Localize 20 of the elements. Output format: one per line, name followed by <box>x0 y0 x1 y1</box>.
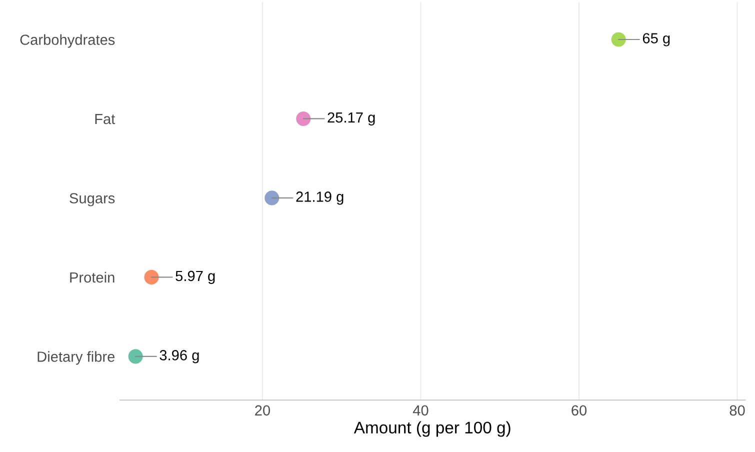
y-tick-label: Sugars <box>70 193 115 206</box>
point <box>144 270 159 284</box>
data-label: 25.17 g <box>328 112 375 126</box>
point <box>264 190 280 206</box>
x-tick-label: 60 <box>572 405 587 416</box>
y-tick-label: Carbohydrates <box>20 34 115 48</box>
y-tick-label: Dietary fibre <box>38 351 115 365</box>
data-label: 3.96 g <box>160 350 199 364</box>
y-tick-label: Protein <box>70 272 114 283</box>
x-tick-label: 20 <box>255 405 270 416</box>
data-label: 5.97 g <box>176 270 215 284</box>
point <box>296 111 311 126</box>
point <box>611 32 626 47</box>
x-axis-title: Amount (g per 100 g) <box>354 421 510 437</box>
data-label: 21.19 g <box>296 192 344 205</box>
x-tick-label: 80 <box>730 405 745 416</box>
point <box>128 349 143 364</box>
x-tick-label: 40 <box>412 405 428 416</box>
data-label: 65 g <box>642 33 670 46</box>
y-tick-label: Fat <box>95 114 116 124</box>
